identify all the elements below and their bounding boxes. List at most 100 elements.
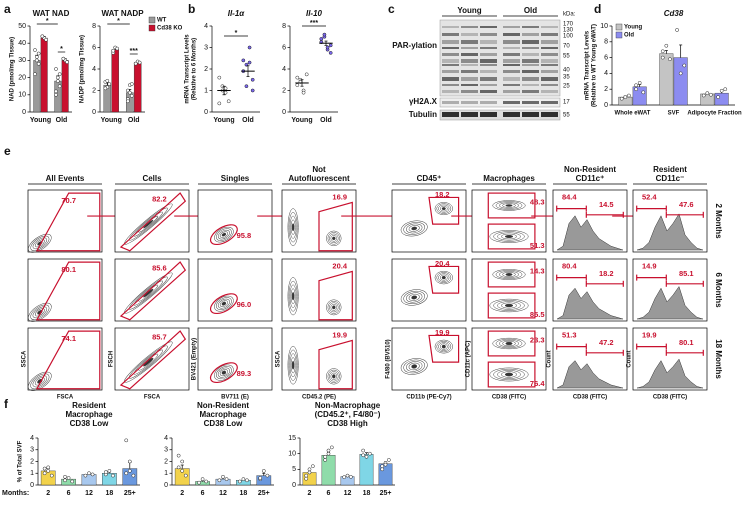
- y-axis-label: Count: [547, 350, 553, 367]
- contour: [501, 302, 517, 309]
- chart-title: Il-10: [306, 9, 323, 18]
- data-point: [137, 60, 142, 65]
- contour: [287, 345, 299, 385]
- contour: [329, 371, 339, 382]
- legend-label: Cd38 KO: [157, 26, 183, 32]
- gate: [35, 261, 101, 321]
- data-point: [304, 473, 309, 478]
- contour: [329, 233, 339, 244]
- contour: [28, 371, 52, 391]
- contour: [403, 359, 426, 374]
- x-tick-label: Adipocyte Fraction: [687, 111, 742, 117]
- contour: [287, 208, 299, 247]
- data-point: [176, 465, 181, 470]
- data-point: [250, 77, 255, 82]
- chart-subtitle: Macrophage: [65, 410, 113, 419]
- data-point: [380, 464, 385, 469]
- data-point: [54, 92, 58, 97]
- data-point: [125, 99, 130, 104]
- y-tick-label: 10: [18, 92, 26, 99]
- gate-value: 20.4: [435, 259, 450, 268]
- blot-band: [522, 59, 539, 63]
- contour: [290, 357, 296, 374]
- contour: [489, 367, 529, 382]
- blot-band: [503, 64, 520, 66]
- y-tick-label: 4: [204, 23, 208, 30]
- blot-band: [480, 90, 497, 93]
- data-point: [70, 479, 75, 484]
- contour: [217, 367, 230, 378]
- significance-label: *: [235, 30, 238, 37]
- x-axis-label: FSCA: [57, 395, 74, 401]
- blot-band: [442, 101, 459, 104]
- blot-band: [503, 59, 520, 63]
- blot-band: [461, 59, 478, 63]
- contour: [143, 219, 154, 229]
- bar: [61, 60, 69, 113]
- contour: [493, 300, 525, 311]
- gate-value: 80.1: [679, 338, 694, 347]
- data-point: [65, 60, 69, 64]
- gate: [487, 261, 536, 288]
- contour: [408, 293, 420, 301]
- data-point: [33, 72, 37, 77]
- gate: [487, 223, 536, 250]
- data-point: [380, 467, 385, 472]
- y-tick-label: 4: [282, 66, 286, 73]
- blot-band: [503, 26, 520, 28]
- y-tick-label: 4: [30, 435, 34, 442]
- contour: [502, 203, 516, 208]
- column-title: Not: [312, 165, 326, 174]
- blot-band: [442, 84, 459, 86]
- contour: [216, 297, 232, 310]
- blot-band: [522, 33, 539, 36]
- blot-band: [461, 53, 478, 56]
- blot-band: [461, 33, 478, 36]
- contour: [403, 290, 425, 305]
- data-point: [250, 88, 255, 93]
- data-point: [678, 71, 683, 76]
- y-tick-label: 0: [282, 109, 286, 116]
- data-point: [87, 471, 91, 476]
- blot-band: [461, 112, 478, 117]
- blot-band: [522, 101, 539, 104]
- bar: [133, 62, 142, 113]
- x-tick-label: 25+: [258, 490, 270, 497]
- panel-label: c: [388, 2, 395, 16]
- data-point: [44, 37, 48, 42]
- gate-value: 82.2: [152, 194, 167, 203]
- row-label: 6 Months: [714, 272, 723, 308]
- y-axis-label: SSCA: [276, 350, 282, 367]
- blot-band: [503, 53, 520, 56]
- blot-band: [480, 40, 497, 44]
- gate: [428, 196, 460, 225]
- contour: [438, 273, 450, 282]
- blot-band: [461, 47, 478, 49]
- data-point: [103, 86, 108, 91]
- y-tick-label: 8: [282, 23, 286, 30]
- data-point: [54, 67, 58, 71]
- y-tick-label: 5: [292, 466, 296, 473]
- contour: [34, 308, 45, 317]
- gate-value: 18.2: [599, 269, 614, 278]
- contour: [330, 372, 338, 380]
- column-title: Resident: [653, 165, 687, 174]
- gate-value: 19.9: [642, 330, 657, 339]
- data-point: [668, 57, 672, 62]
- y-axis-label: mRNA Transcript Levels: [585, 30, 591, 100]
- contour: [497, 232, 521, 241]
- y-tick-label: 3: [164, 447, 168, 454]
- blot-band: [503, 40, 520, 44]
- contour: [216, 228, 232, 241]
- blot-band: [461, 70, 478, 73]
- data-point: [46, 469, 51, 473]
- legend-swatch: [615, 23, 623, 31]
- x-axis-label: CD45.2 (PE): [302, 395, 336, 401]
- gate: [428, 265, 460, 294]
- x-tick-label: Young: [101, 117, 122, 124]
- contour: [290, 219, 296, 235]
- data-point: [66, 476, 71, 480]
- data-point: [716, 95, 720, 99]
- data-point: [328, 51, 333, 55]
- data-point: [307, 467, 312, 472]
